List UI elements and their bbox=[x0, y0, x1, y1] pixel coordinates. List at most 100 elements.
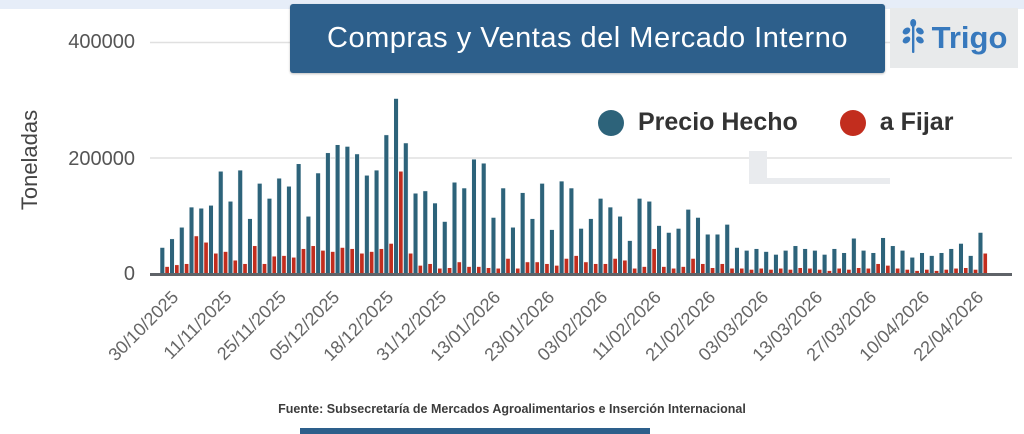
bar-precio-hecho bbox=[637, 198, 643, 274]
bar-precio-hecho bbox=[383, 134, 389, 274]
legend-item-a-fijar: a Fijar bbox=[839, 108, 954, 137]
bar-a-fijar bbox=[359, 253, 365, 274]
bar-precio-hecho bbox=[500, 187, 506, 274]
bar-a-fijar bbox=[398, 171, 404, 274]
bar-precio-hecho bbox=[266, 198, 272, 274]
bar-a-fijar bbox=[417, 265, 423, 274]
bar-precio-hecho bbox=[227, 201, 234, 274]
bar-precio-hecho bbox=[529, 218, 535, 274]
bar-a-fijar bbox=[973, 269, 978, 274]
bar-precio-hecho bbox=[656, 225, 662, 274]
bar-precio-hecho bbox=[890, 245, 896, 274]
commodity-label: Trigo bbox=[931, 20, 1008, 55]
bar-precio-hecho bbox=[627, 240, 633, 274]
y-tick-200000: 200000 bbox=[68, 148, 135, 170]
bar-a-fijar bbox=[807, 268, 813, 274]
bar-a-fijar bbox=[817, 269, 823, 274]
bar-a-fijar bbox=[437, 268, 443, 274]
bottom-strip bbox=[300, 428, 650, 434]
bar-precio-hecho bbox=[257, 183, 263, 274]
bar-precio-hecho bbox=[403, 142, 409, 274]
bar-a-fijar bbox=[379, 248, 384, 274]
bar-a-fijar bbox=[690, 258, 696, 274]
bar-a-fijar bbox=[174, 264, 180, 274]
bar-precio-hecho bbox=[179, 227, 185, 274]
bar-precio-hecho bbox=[724, 224, 730, 274]
legend-label-precio-hecho: Precio Hecho bbox=[638, 108, 798, 136]
bar-precio-hecho bbox=[841, 252, 847, 274]
bar-precio-hecho bbox=[208, 205, 214, 274]
bar-precio-hecho bbox=[938, 252, 945, 274]
bar-a-fijar bbox=[661, 266, 667, 274]
legend-item-precio-hecho: Precio Hecho bbox=[598, 108, 798, 137]
bar-precio-hecho bbox=[763, 251, 769, 274]
overlay-artifact bbox=[767, 178, 890, 184]
bar-precio-hecho bbox=[929, 255, 935, 274]
bar-a-fijar bbox=[612, 258, 618, 274]
bar-precio-hecho bbox=[374, 169, 380, 274]
bar-a-fijar bbox=[203, 242, 209, 274]
bar-a-fijar bbox=[505, 258, 511, 274]
chart-title: Compras y Ventas del Mercado Interno bbox=[327, 22, 848, 54]
bar-a-fijar bbox=[476, 266, 482, 274]
bar-precio-hecho bbox=[520, 192, 526, 274]
bar-precio-hecho bbox=[909, 257, 915, 274]
bar-precio-hecho bbox=[442, 221, 448, 274]
bar-precio-hecho bbox=[880, 237, 886, 274]
bar-a-fijar bbox=[885, 265, 891, 274]
bar-a-fijar bbox=[193, 235, 199, 274]
bar-a-fijar bbox=[719, 263, 725, 274]
bar-precio-hecho bbox=[344, 146, 350, 274]
bar-precio-hecho bbox=[364, 175, 370, 274]
bar-a-fijar bbox=[349, 248, 355, 274]
bar-a-fijar bbox=[388, 243, 394, 274]
bar-a-fijar bbox=[982, 253, 988, 274]
bar-a-fijar bbox=[330, 251, 336, 274]
bar-a-fijar bbox=[856, 267, 861, 274]
y-tick-0: 0 bbox=[123, 263, 135, 285]
bar-precio-hecho bbox=[598, 198, 604, 274]
bar-a-fijar bbox=[369, 251, 374, 274]
bar-a-fijar bbox=[456, 261, 462, 274]
bar-precio-hecho bbox=[812, 250, 818, 274]
bar-a-fijar bbox=[544, 263, 550, 274]
bar-a-fijar bbox=[320, 250, 326, 274]
bar-a-fijar bbox=[564, 258, 569, 274]
bar-a-fijar bbox=[408, 253, 413, 274]
bar-a-fijar bbox=[651, 248, 657, 274]
bar-precio-hecho bbox=[539, 183, 545, 274]
bar-a-fijar bbox=[924, 269, 930, 274]
bar-precio-hecho bbox=[315, 172, 321, 274]
bar-precio-hecho bbox=[481, 162, 487, 274]
bar-precio-hecho bbox=[802, 248, 808, 274]
bar-a-fijar bbox=[739, 268, 745, 274]
bar-precio-hecho bbox=[549, 229, 555, 274]
bar-precio-hecho bbox=[919, 252, 925, 274]
bar-a-fijar bbox=[593, 263, 599, 274]
bar-precio-hecho bbox=[646, 201, 652, 274]
bar-a-fijar bbox=[486, 267, 491, 274]
overlay-artifact bbox=[749, 151, 767, 184]
bar-precio-hecho bbox=[490, 217, 497, 274]
bar-precio-hecho bbox=[286, 186, 292, 274]
bar-precio-hecho bbox=[247, 218, 253, 274]
bar-precio-hecho bbox=[354, 153, 360, 274]
bar-a-fijar bbox=[953, 268, 959, 274]
bar-precio-hecho bbox=[773, 254, 779, 274]
bar-a-fijar bbox=[768, 269, 774, 274]
bar-a-fijar bbox=[573, 255, 579, 274]
bar-a-fijar bbox=[534, 261, 540, 274]
bar-a-fijar bbox=[895, 268, 900, 274]
bar-a-fijar bbox=[866, 268, 871, 274]
precio-hecho-dot-icon bbox=[598, 109, 624, 136]
bar-precio-hecho bbox=[451, 182, 458, 274]
bar-a-fijar bbox=[680, 266, 686, 274]
bar-a-fijar bbox=[466, 266, 472, 274]
bar-a-fijar bbox=[262, 263, 267, 274]
bar-precio-hecho bbox=[276, 177, 282, 274]
bar-precio-hecho bbox=[734, 247, 740, 274]
bar-precio-hecho bbox=[198, 207, 204, 274]
legend-label-a-fijar: a Fijar bbox=[879, 108, 954, 136]
bar-a-fijar bbox=[301, 248, 306, 274]
bar-precio-hecho bbox=[822, 254, 828, 274]
